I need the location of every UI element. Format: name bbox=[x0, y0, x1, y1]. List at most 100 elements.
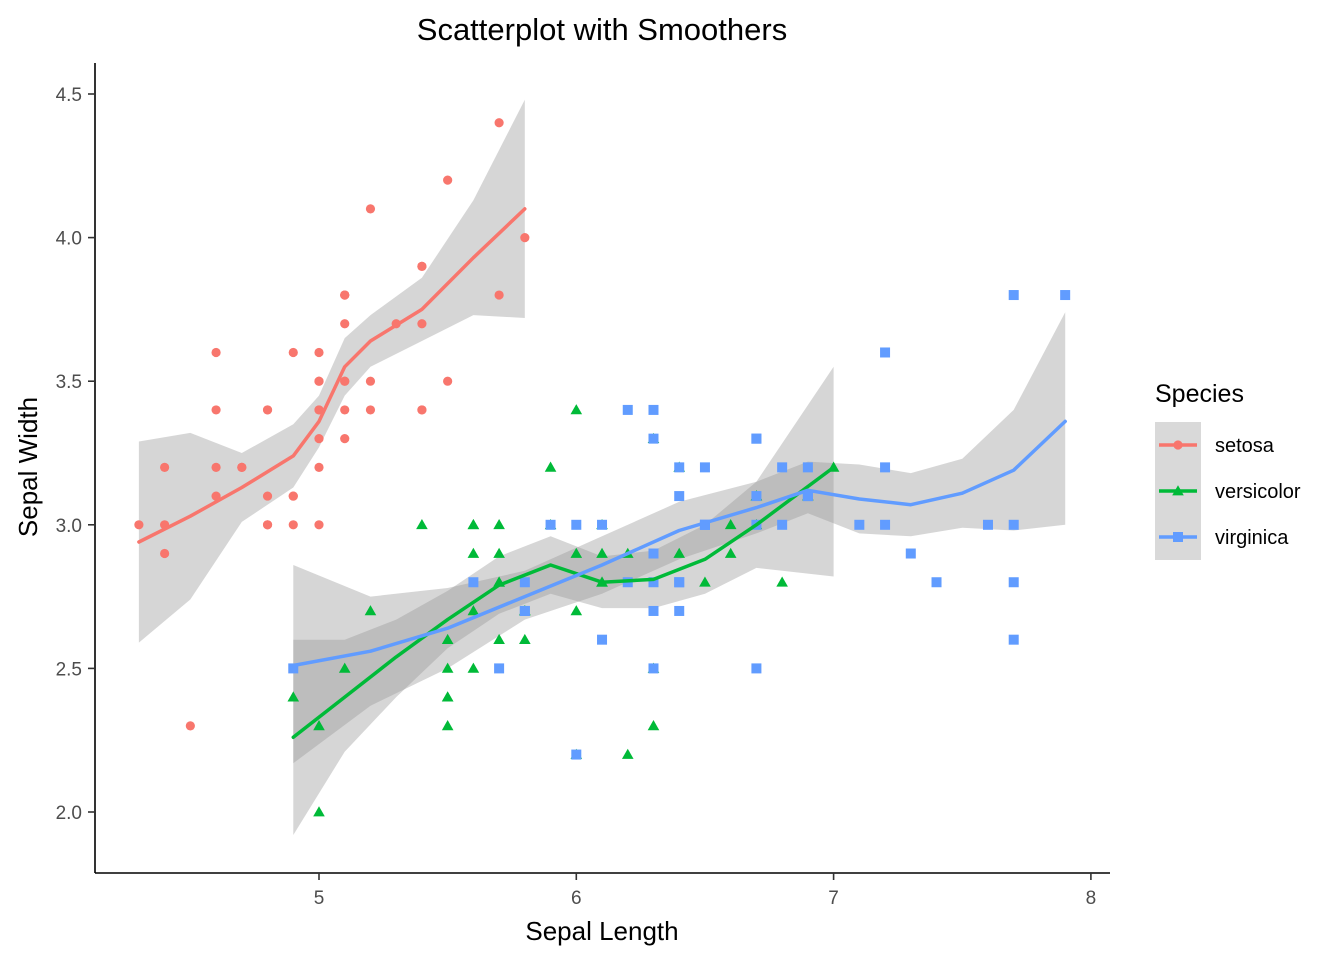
data-point-virginica bbox=[982, 519, 993, 530]
x-tick-label: 5 bbox=[314, 888, 325, 909]
data-point-virginica bbox=[674, 462, 685, 473]
data-point-setosa bbox=[211, 462, 221, 472]
legend-label-versicolor: versicolor bbox=[1215, 481, 1301, 503]
data-point-setosa bbox=[417, 405, 427, 415]
y-tick-label: 4.5 bbox=[56, 85, 82, 106]
data-point-versicolor bbox=[724, 519, 737, 530]
data-point-setosa bbox=[340, 290, 350, 300]
data-point-virginica bbox=[519, 577, 530, 588]
data-point-versicolor bbox=[544, 461, 557, 472]
legend-title: Species bbox=[1155, 380, 1244, 408]
data-point-virginica bbox=[468, 577, 479, 588]
data-point-virginica bbox=[519, 605, 530, 616]
data-point-setosa bbox=[262, 520, 273, 530]
smoother-line-setosa bbox=[137, 207, 527, 544]
data-point-setosa bbox=[314, 405, 324, 415]
confidence-band-setosa bbox=[138, 99, 525, 643]
data-point-versicolor bbox=[493, 519, 505, 530]
data-point-virginica bbox=[494, 663, 505, 674]
data-point-versicolor bbox=[647, 720, 660, 731]
data-point-virginica bbox=[674, 577, 685, 588]
data-point-virginica bbox=[1060, 290, 1071, 301]
data-point-versicolor bbox=[519, 633, 531, 645]
data-point-versicolor bbox=[776, 576, 788, 587]
data-point-virginica bbox=[802, 491, 813, 502]
data-point-virginica bbox=[648, 404, 659, 415]
data-point-versicolor bbox=[724, 547, 737, 558]
data-point-setosa bbox=[417, 319, 427, 329]
data-point-setosa bbox=[340, 319, 350, 329]
data-point-virginica bbox=[802, 462, 813, 473]
data-points bbox=[134, 118, 1071, 817]
data-point-setosa bbox=[185, 721, 195, 731]
data-point-versicolor bbox=[621, 748, 634, 759]
x-tick-label: 8 bbox=[1086, 888, 1097, 909]
legend-label-setosa: setosa bbox=[1215, 435, 1275, 457]
data-point-virginica bbox=[880, 347, 891, 358]
data-point-virginica bbox=[622, 404, 633, 415]
smoother-line-versicolor bbox=[291, 465, 836, 740]
x-axis-title: Sepal Length bbox=[525, 916, 678, 946]
legend-key-marker-virginica bbox=[1173, 532, 1183, 542]
data-point-setosa bbox=[494, 290, 504, 300]
data-point-setosa bbox=[262, 491, 273, 501]
data-point-virginica bbox=[674, 491, 685, 502]
data-point-virginica bbox=[597, 634, 608, 645]
x-tick-label: 6 bbox=[571, 888, 582, 909]
data-point-virginica bbox=[571, 519, 582, 530]
data-point-virginica bbox=[1008, 519, 1019, 530]
data-point-setosa bbox=[314, 462, 324, 472]
data-point-virginica bbox=[648, 548, 659, 559]
data-point-versicolor bbox=[673, 547, 686, 558]
data-point-versicolor bbox=[441, 691, 454, 702]
data-point-setosa bbox=[237, 462, 247, 472]
data-point-versicolor bbox=[313, 806, 325, 817]
data-point-setosa bbox=[211, 491, 221, 501]
data-point-setosa bbox=[340, 434, 350, 444]
data-point-virginica bbox=[905, 548, 916, 559]
legend: Species setosa versicolor virginica bbox=[1155, 380, 1301, 560]
data-point-virginica bbox=[288, 663, 299, 674]
data-point-setosa bbox=[288, 491, 298, 501]
data-point-versicolor bbox=[441, 662, 454, 673]
data-point-virginica bbox=[648, 433, 659, 444]
axes bbox=[94, 63, 1110, 874]
data-point-versicolor bbox=[467, 662, 480, 673]
data-point-setosa bbox=[160, 462, 170, 472]
data-point-versicolor bbox=[416, 519, 428, 530]
data-point-versicolor bbox=[467, 605, 480, 616]
data-point-virginica bbox=[648, 605, 659, 616]
data-point-virginica bbox=[674, 605, 685, 616]
x-tick-label: 7 bbox=[828, 888, 839, 909]
data-point-setosa bbox=[340, 405, 350, 415]
data-point-versicolor bbox=[699, 576, 711, 587]
data-point-versicolor bbox=[493, 633, 505, 645]
data-point-versicolor bbox=[441, 720, 454, 731]
data-point-versicolor bbox=[313, 720, 325, 731]
y-tick-label: 3.5 bbox=[56, 372, 82, 393]
legend-key-marker-versicolor bbox=[1172, 485, 1184, 496]
data-point-setosa bbox=[443, 376, 453, 386]
data-point-virginica bbox=[777, 519, 788, 530]
data-point-virginica bbox=[854, 519, 865, 530]
data-point-versicolor bbox=[441, 633, 454, 645]
data-point-versicolor bbox=[287, 691, 300, 702]
data-point-setosa bbox=[443, 175, 453, 185]
data-point-virginica bbox=[751, 663, 762, 674]
data-point-setosa bbox=[365, 376, 376, 386]
x-ticks: 5 6 7 8 bbox=[314, 873, 1096, 909]
legend-key-marker-setosa bbox=[1173, 440, 1183, 450]
data-point-versicolor bbox=[493, 547, 505, 558]
data-point-setosa bbox=[211, 405, 221, 415]
data-point-setosa bbox=[262, 405, 273, 415]
smoother-line-virginica bbox=[291, 419, 1067, 668]
data-point-setosa bbox=[365, 405, 376, 415]
data-point-setosa bbox=[314, 347, 324, 358]
y-ticks: 2.0 2.5 3.0 3.5 4.0 4.5 bbox=[56, 85, 95, 824]
data-point-setosa bbox=[160, 548, 170, 559]
data-point-setosa bbox=[211, 347, 221, 358]
y-tick-label: 3.0 bbox=[56, 516, 82, 537]
data-point-versicolor bbox=[467, 547, 480, 558]
data-point-setosa bbox=[134, 520, 144, 530]
data-point-virginica bbox=[571, 749, 582, 760]
